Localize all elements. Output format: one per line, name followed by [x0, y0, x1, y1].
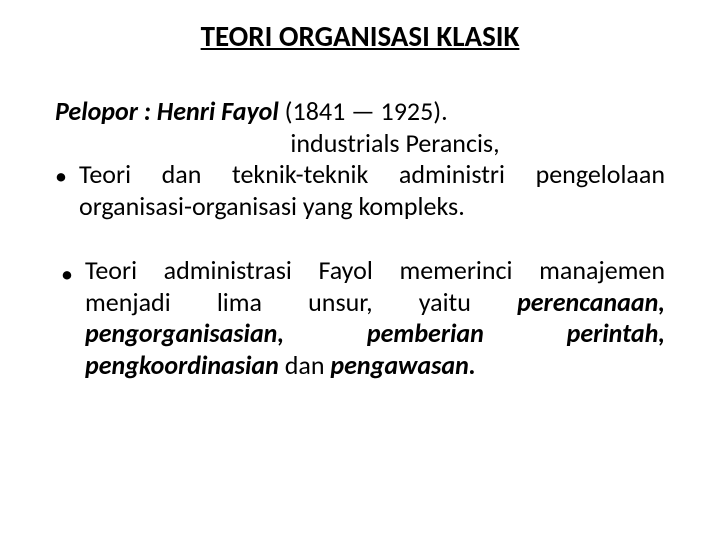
intro-paragraph: Pelopor : Henri Fayol (1841 — 1925). ind…	[55, 96, 665, 223]
pelopor-years: (1841 — 1925).	[279, 95, 448, 127]
b2-mid: dan	[285, 349, 331, 381]
bullet-dot-icon: •	[55, 255, 85, 290]
bullet-dot-icon: •	[55, 159, 79, 193]
bullet-1-text: Teori dan teknik-teknik administri penge…	[79, 159, 665, 222]
bullet-2-text: Teori administrasi Fayol memerinci manaj…	[85, 255, 665, 382]
b2-emph-2: pengawasan.	[330, 349, 475, 381]
slide: TEORI ORGANISASI KLASIK Pelopor : Henri …	[0, 0, 720, 540]
pelopor-lead: Pelopor : Henri Fayol	[55, 95, 279, 127]
bullet-1: • Teori dan teknik-teknik administri pen…	[55, 159, 665, 222]
slide-title: TEORI ORGANISASI KLASIK	[55, 18, 665, 54]
pelopor-line2: industrials Perancis,	[55, 128, 665, 160]
bullet-2: • Teori administrasi Fayol memerinci man…	[55, 255, 665, 382]
